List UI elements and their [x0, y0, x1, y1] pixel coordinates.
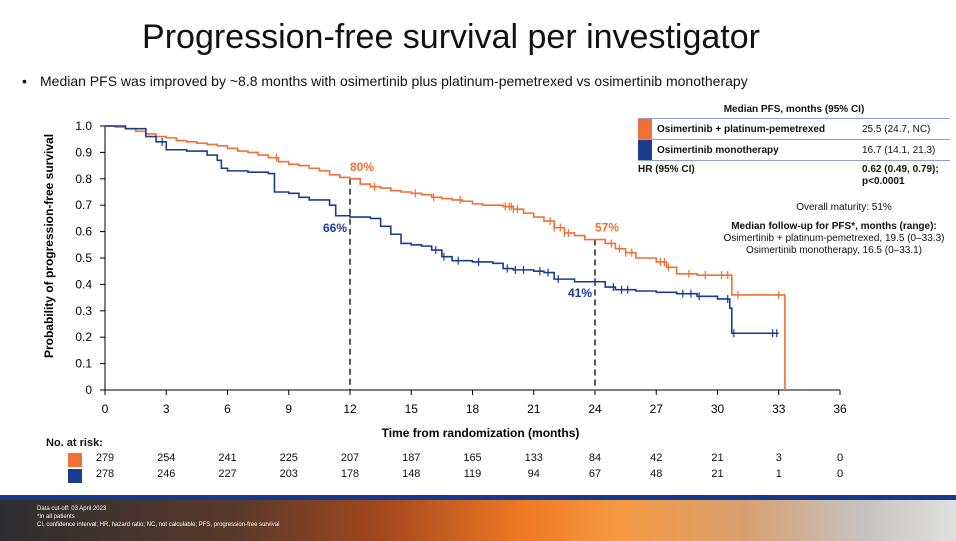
y-tick-label: 0.6: [75, 225, 92, 239]
footnote-patients: *In all patients: [37, 514, 75, 520]
hazard-ratio-value: 0.62 (0.49, 0.79); p<0.0001: [862, 164, 939, 188]
risk-count: 241: [218, 452, 237, 464]
risk-count: 3: [775, 452, 782, 464]
reference-label: 41%: [568, 286, 592, 300]
footnote-abbreviations: CI, confidence interval; HR, hazard rati…: [37, 522, 280, 528]
x-tick-label: 6: [224, 402, 231, 416]
risk-row-swatch: [68, 469, 82, 483]
followup-line-combo: Osimertinib + platinum-pemetrexed, 19.5 …: [723, 233, 945, 244]
footnote-data-cutoff: Data cut-off: 03 April 2023: [37, 506, 107, 512]
reference-lines: [349, 178, 596, 390]
followup-line-mono: Osimertinib monotherapy, 16.5 (0–33.1): [745, 245, 922, 256]
risk-count: 94: [527, 468, 540, 480]
page-title: Progression-free survival per investigat…: [142, 18, 760, 56]
footer-stripe: [0, 495, 956, 500]
risk-count: 148: [402, 468, 421, 480]
legend-row-mono: Osimertinib monotherapy 16.7 (14.1, 21.3…: [638, 140, 950, 161]
series-line-1: [105, 125, 779, 335]
risk-count: 84: [588, 452, 602, 464]
hazard-ratio-value-line2: p<0.0001: [862, 176, 905, 187]
risk-count: 0: [836, 468, 844, 480]
risk-count: 165: [463, 452, 482, 464]
risk-count: 133: [524, 452, 543, 464]
y-tick-label: 1.0: [75, 119, 92, 133]
chart-axes: 0 3 6 9 12 15 18 21 24 27 30 33 3600.10.20.30.40.50.…: [42, 119, 847, 440]
legend-row-combo: Osimertinib + platinum-pemetrexed 25.5 (…: [638, 119, 950, 140]
risk-count: 278: [95, 468, 115, 480]
reference-label: 57%: [595, 221, 619, 235]
x-tick-label: 15: [405, 402, 419, 416]
risk-count: 67: [588, 468, 602, 480]
risk-count: 225: [279, 452, 298, 464]
risk-table-title: No. at risk:: [46, 437, 103, 449]
x-tick-label: 0: [102, 402, 109, 416]
series-line-0: [105, 125, 786, 390]
risk-count: 227: [218, 468, 237, 480]
hazard-ratio-value-line1: 0.62 (0.49, 0.79);: [862, 164, 939, 175]
legend-name-combo: Osimertinib + platinum-pemetrexed: [657, 123, 826, 135]
x-axis-label: Time from randomization (months): [382, 426, 580, 440]
footer-banner: [0, 500, 956, 541]
risk-count: 1: [775, 468, 782, 480]
legend-swatch-combo: [638, 119, 652, 139]
x-tick-label: 9: [285, 402, 292, 416]
followup-header: Median follow-up for PFS*, months (range…: [731, 221, 937, 232]
y-tick-label: 0.3: [75, 304, 92, 318]
risk-count: 203: [279, 468, 298, 480]
risk-count: 254: [157, 452, 176, 464]
risk-count: 279: [95, 452, 115, 464]
x-tick-label: 36: [833, 402, 847, 416]
legend-table: Osimertinib + platinum-pemetrexed 25.5 (…: [638, 118, 950, 161]
hazard-ratio-label: HR (95% CI): [638, 164, 695, 175]
risk-count: 21: [711, 452, 724, 464]
y-tick-label: 0.4: [75, 277, 92, 291]
x-tick-label: 24: [588, 402, 602, 416]
y-axis-label: Probability of progression-free survival: [42, 134, 56, 358]
legend-value-combo: 25.5 (24.7, NC): [862, 123, 931, 135]
legend-swatch-mono: [638, 140, 652, 160]
legend-name-mono: Osimertinib monotherapy: [657, 144, 779, 156]
x-tick-label: 3: [163, 402, 170, 416]
reference-labels: 80% 66% 57% 41%: [323, 160, 619, 300]
x-tick-label: 30: [711, 402, 725, 416]
risk-count: 48: [650, 468, 663, 480]
y-tick-label: 0.9: [75, 145, 92, 159]
legend-value-mono: 16.7 (14.1, 21.3): [862, 144, 936, 156]
risk-count: 187: [402, 452, 421, 464]
risk-count: 119: [463, 468, 482, 480]
survival-curves: [105, 125, 786, 390]
risk-count: 246: [157, 468, 176, 480]
bullet-marker: •: [22, 73, 27, 89]
y-tick-label: 0: [85, 383, 92, 397]
reference-label: 80%: [350, 160, 374, 174]
censor-marks: [161, 137, 780, 338]
y-tick-label: 0.5: [75, 251, 92, 265]
y-tick-label: 0.2: [75, 330, 92, 344]
y-tick-label: 0.7: [75, 198, 92, 212]
x-tick-label: 27: [650, 402, 664, 416]
risk-count: 42: [650, 452, 663, 464]
x-tick-label: 12: [343, 402, 357, 416]
median-followup: Median follow-up for PFS*, months (range…: [718, 221, 950, 257]
hazard-ratio-row: HR (95% CI) 0.62 (0.49, 0.79); p<0.0001: [638, 164, 950, 188]
legend-panel: Median PFS, months (95% CI) Osimertinib …: [638, 104, 950, 257]
x-tick-label: 18: [466, 402, 480, 416]
summary-bullet: • Median PFS was improved by ~8.8 months …: [22, 73, 748, 89]
risk-count: 21: [711, 468, 724, 480]
legend-header: Median PFS, months (95% CI): [723, 104, 865, 115]
risk-count: 0: [836, 452, 844, 464]
x-tick-label: 33: [772, 402, 786, 416]
y-tick-label: 0.1: [75, 357, 92, 371]
risk-row-swatch: [68, 453, 82, 467]
overall-maturity: Overall maturity: 51%: [796, 202, 892, 213]
footnotes: Data cut-off: 03 April 2023 *In all pati…: [37, 505, 279, 529]
risk-count: 207: [340, 452, 360, 464]
risk-count: 178: [340, 468, 360, 480]
summary-bullet-text: Median PFS was improved by ~8.8 months w…: [40, 73, 748, 89]
x-tick-label: 21: [527, 402, 541, 416]
y-tick-label: 0.8: [75, 172, 92, 186]
reference-label: 66%: [323, 221, 347, 235]
